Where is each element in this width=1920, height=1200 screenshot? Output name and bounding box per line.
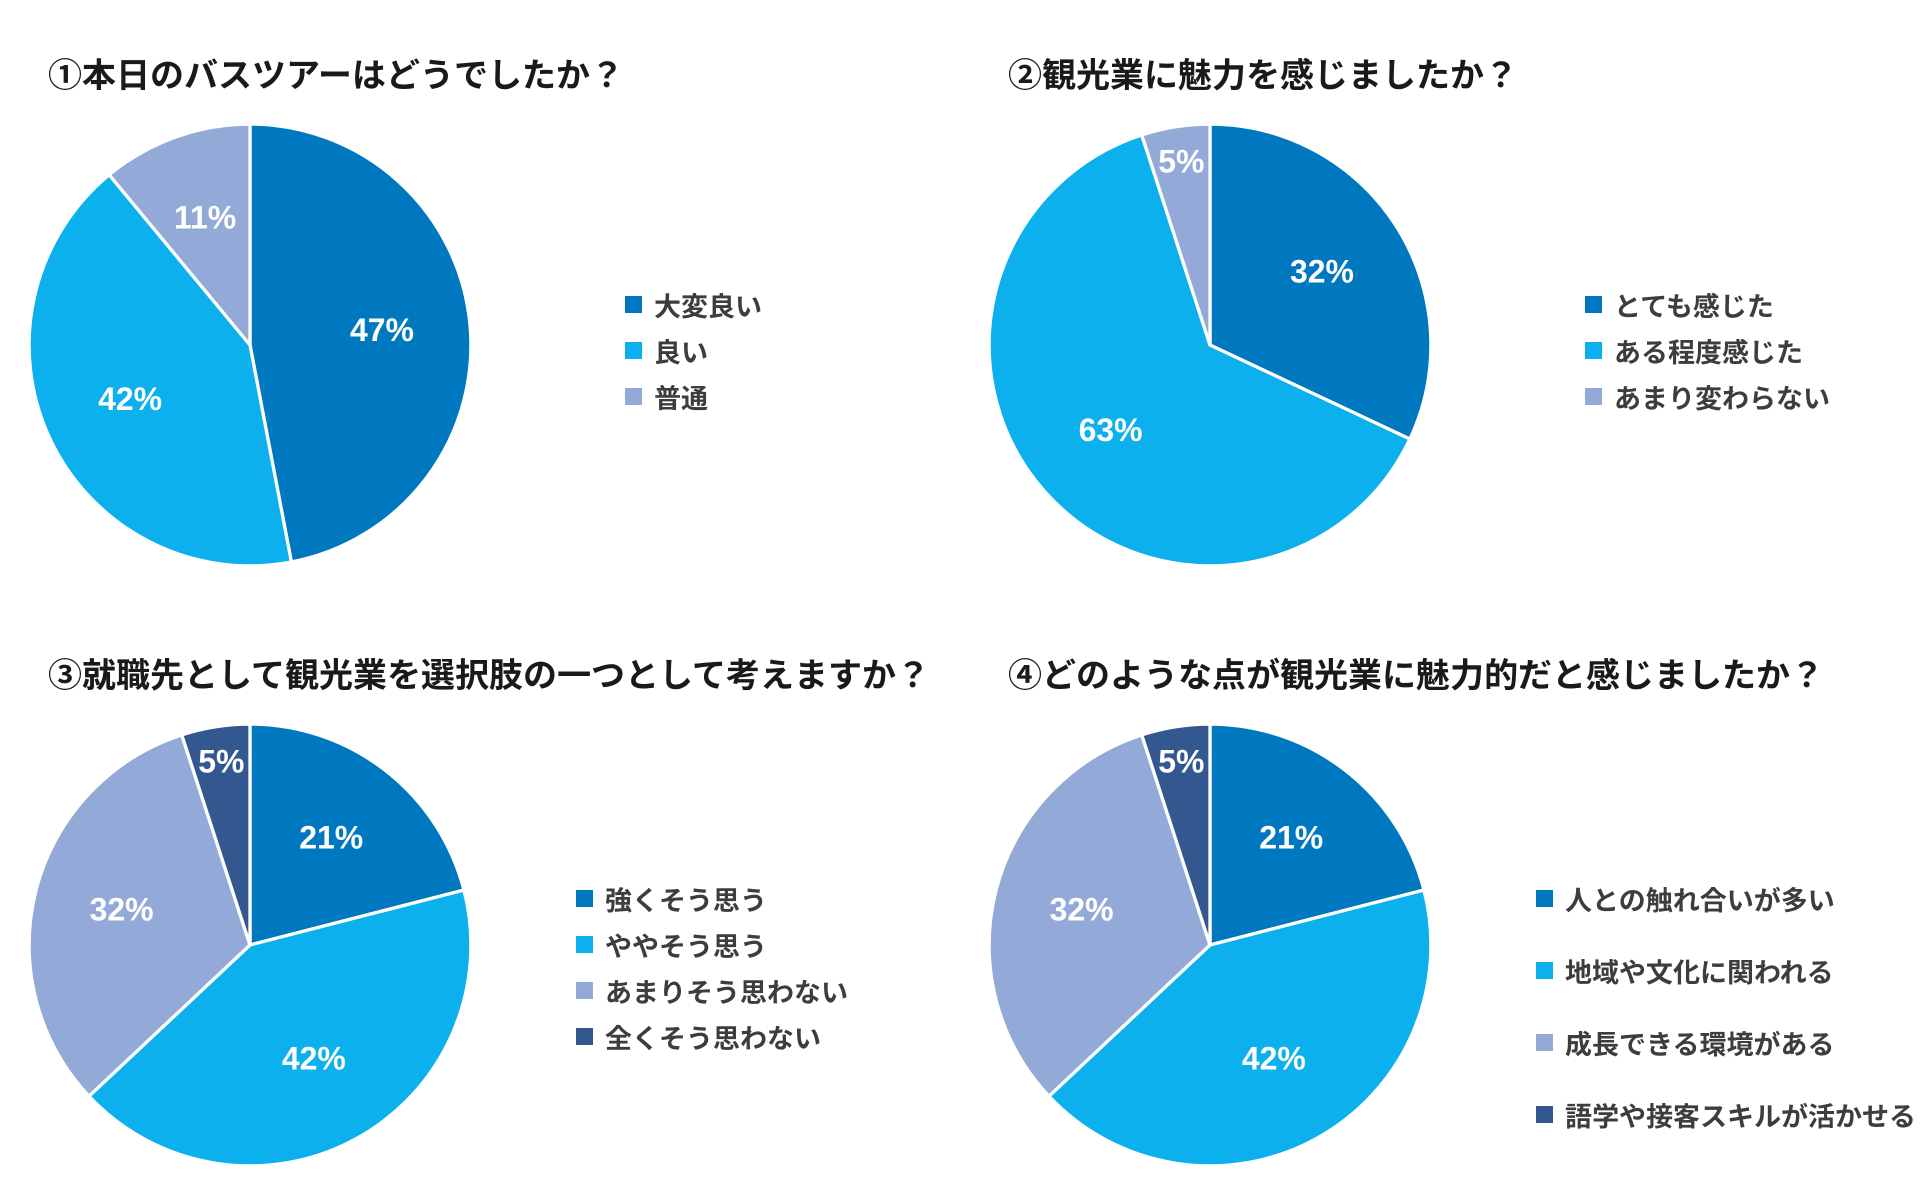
- svg-text:47%: 47%: [350, 312, 414, 348]
- svg-text:63%: 63%: [1079, 412, 1143, 448]
- svg-text:21%: 21%: [1259, 820, 1323, 856]
- svg-text:21%: 21%: [299, 820, 363, 856]
- svg-text:32%: 32%: [1050, 891, 1114, 927]
- svg-text:5%: 5%: [198, 743, 244, 779]
- svg-text:42%: 42%: [1242, 1041, 1306, 1077]
- svg-text:11%: 11%: [174, 200, 236, 236]
- svg-text:42%: 42%: [98, 381, 162, 417]
- svg-text:42%: 42%: [282, 1041, 346, 1077]
- svg-text:32%: 32%: [1290, 253, 1354, 289]
- svg-text:5%: 5%: [1158, 743, 1204, 779]
- svg-text:5%: 5%: [1158, 143, 1204, 179]
- svg-text:32%: 32%: [90, 891, 154, 927]
